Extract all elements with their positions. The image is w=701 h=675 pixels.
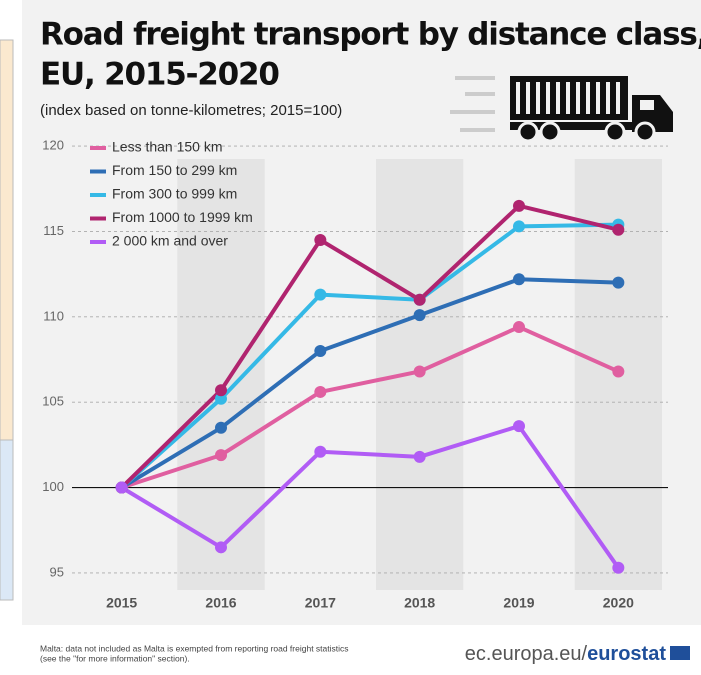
chart-title: Road freight transport by distance class… bbox=[40, 17, 701, 53]
data-point bbox=[116, 482, 128, 494]
y-tick-label: 110 bbox=[43, 308, 64, 323]
legend-label: From 1000 to 1999 km bbox=[112, 209, 253, 225]
y-tick-label: 105 bbox=[42, 394, 64, 409]
footnote: Malta: data not included as Malta is exe… bbox=[40, 643, 349, 653]
x-tick-label: 2020 bbox=[603, 595, 634, 611]
data-point bbox=[215, 541, 227, 553]
data-point bbox=[215, 422, 227, 434]
data-point bbox=[513, 321, 525, 333]
data-point bbox=[513, 220, 525, 232]
data-point bbox=[314, 345, 326, 357]
data-point bbox=[414, 294, 426, 306]
y-tick-label: 115 bbox=[43, 223, 64, 238]
chart-title: EU, 2015-2020 bbox=[40, 57, 279, 93]
chart: Road freight transport by distance class… bbox=[0, 0, 701, 675]
data-point bbox=[612, 277, 624, 289]
y-tick-label: 100 bbox=[42, 479, 64, 494]
data-point bbox=[314, 289, 326, 301]
legend-label: Less than 150 km bbox=[112, 139, 223, 155]
x-tick-label: 2017 bbox=[305, 595, 336, 611]
source-domain: ec.europa.eu/ bbox=[465, 643, 588, 665]
data-point bbox=[314, 446, 326, 458]
x-tick-label: 2018 bbox=[404, 595, 435, 611]
footnote: (see the "for more information" section)… bbox=[40, 653, 190, 663]
data-point bbox=[215, 449, 227, 461]
legend-label: From 150 to 299 km bbox=[112, 162, 237, 178]
data-point bbox=[314, 386, 326, 398]
data-point bbox=[414, 365, 426, 377]
data-point bbox=[612, 365, 624, 377]
data-point bbox=[612, 224, 624, 236]
neighbor-strip bbox=[0, 40, 13, 440]
legend-label: 2 000 km and over bbox=[112, 233, 228, 249]
legend-label: From 300 to 999 km bbox=[112, 186, 237, 202]
chart-subtitle: (index based on tonne-kilometres; 2015=1… bbox=[40, 102, 342, 119]
y-tick-label: 120 bbox=[42, 138, 64, 153]
y-tick-label: 95 bbox=[50, 564, 64, 579]
data-point bbox=[314, 234, 326, 246]
eu-flag bbox=[670, 646, 690, 660]
neighbor-strip bbox=[0, 440, 13, 600]
data-point bbox=[513, 273, 525, 285]
data-point bbox=[612, 562, 624, 574]
data-point bbox=[215, 384, 227, 396]
x-tick-label: 2016 bbox=[205, 595, 236, 611]
data-point bbox=[513, 420, 525, 432]
x-tick-label: 2015 bbox=[106, 595, 137, 611]
source: ec.europa.eu/eurostat bbox=[465, 643, 667, 665]
x-tick-label: 2019 bbox=[503, 595, 534, 611]
data-point bbox=[414, 309, 426, 321]
data-point bbox=[513, 200, 525, 212]
source-brand: eurostat bbox=[587, 643, 666, 665]
data-point bbox=[414, 451, 426, 463]
